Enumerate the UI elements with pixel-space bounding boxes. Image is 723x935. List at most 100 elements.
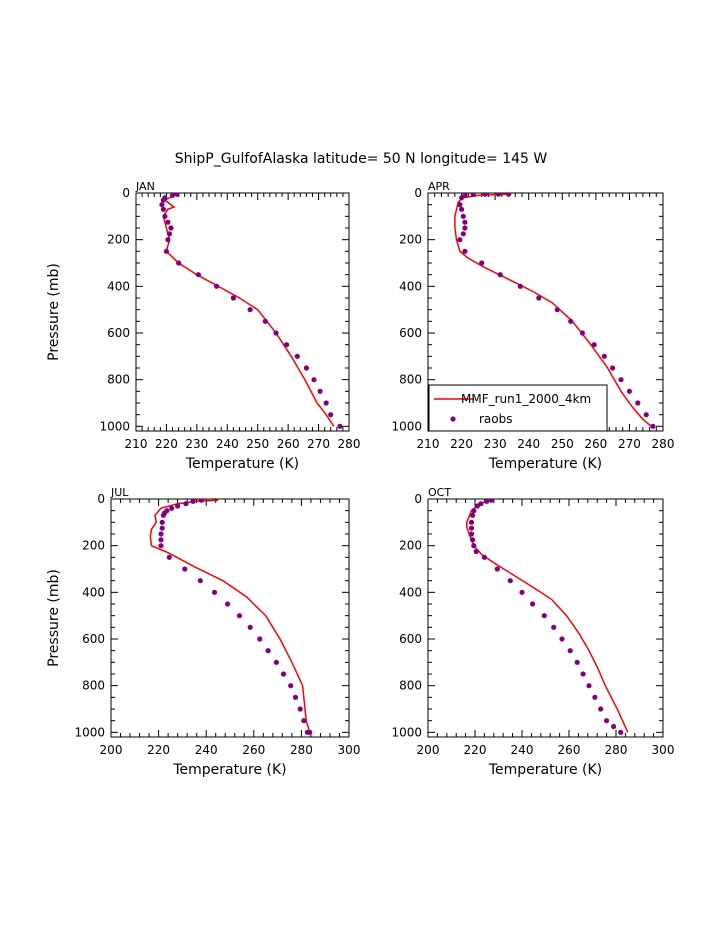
x-tick-label: 250	[551, 437, 574, 451]
raobs-point	[182, 566, 188, 572]
x-tick-label: 200	[417, 743, 440, 757]
raobs-point	[471, 543, 477, 549]
raobs-point	[519, 589, 525, 595]
raobs-point	[159, 202, 165, 208]
raobs-point	[586, 683, 592, 689]
x-tick-label: 280	[605, 743, 628, 757]
raobs-point	[273, 330, 279, 336]
x-tick-label: 260	[584, 437, 607, 451]
raobs-point	[176, 260, 182, 266]
raobs-point	[169, 193, 176, 198]
x-tick-label: 300	[338, 743, 361, 757]
series-group	[159, 193, 343, 429]
raobs-point	[530, 601, 536, 607]
raobs-point	[541, 613, 547, 619]
raobs-point	[294, 353, 300, 359]
raobs-point	[559, 636, 565, 642]
raobs-point	[468, 525, 475, 531]
x-tick-label: 210	[417, 437, 440, 451]
x-tick-label: 270	[307, 437, 330, 451]
raobs-point	[190, 499, 196, 504]
raobs-point	[574, 659, 580, 665]
y-tick-label: 0	[414, 186, 422, 200]
raobs-point	[307, 729, 313, 735]
raobs-point	[459, 206, 465, 212]
figure-title: ShipP_GulfofAlaska latitude= 50 N longit…	[175, 151, 548, 167]
raobs-point	[618, 729, 624, 735]
raobs-point	[165, 219, 171, 225]
raobs-point	[159, 519, 165, 525]
raobs-point	[236, 613, 243, 619]
raobs-point	[462, 225, 468, 231]
raobs-point	[598, 706, 604, 712]
raobs-point	[554, 307, 560, 313]
panel-jul: JUL 200 220 240 260 280 300 0 200 400 600 800 1000 Te…	[46, 486, 360, 778]
raobs-point	[626, 388, 633, 394]
y-tick-label: 200	[82, 539, 105, 553]
y-tick-label: 200	[107, 233, 130, 247]
raobs-point	[174, 193, 180, 197]
panel-label: OCT	[428, 486, 451, 499]
raobs-point	[265, 648, 271, 654]
raobs-point	[604, 718, 610, 724]
model-line	[466, 499, 629, 733]
raobs-point	[158, 543, 164, 549]
y-tick-label: 0	[97, 492, 105, 506]
x-tick-label: 220	[450, 437, 473, 451]
raobs-point	[601, 353, 607, 359]
raobs-point	[470, 193, 476, 197]
raobs-point	[280, 671, 287, 677]
y-tick-label: 800	[399, 679, 422, 693]
raobs-point	[257, 636, 263, 642]
x-tick-label: 260	[242, 743, 265, 757]
plot-frame	[427, 498, 664, 738]
panel-label: JAN	[135, 180, 155, 193]
raobs-point	[337, 423, 343, 429]
x-axis-label: Temperature (K)	[185, 456, 299, 472]
x-tick-label: 200	[100, 743, 123, 757]
raobs-point	[482, 193, 488, 197]
raobs-point	[323, 400, 329, 406]
x-axis-label: Temperature (K)	[172, 762, 286, 778]
raobs-point	[488, 499, 494, 503]
raobs-point	[551, 624, 557, 630]
x-tick-label: 220	[155, 437, 178, 451]
y-tick-label: 600	[82, 632, 105, 646]
raobs-point	[459, 195, 465, 201]
x-tick-label: 250	[246, 437, 269, 451]
x-tick-label: 260	[277, 437, 300, 451]
raobs-point	[495, 193, 502, 197]
raobs-point	[568, 318, 574, 324]
x-tick-label: 280	[338, 437, 361, 451]
raobs-point	[211, 589, 218, 595]
raobs-point	[160, 512, 166, 518]
raobs-point	[225, 601, 231, 607]
raobs-point	[471, 508, 477, 514]
y-tick-label: 800	[399, 373, 422, 387]
y-tick-label: 400	[107, 279, 130, 293]
raobs-point	[198, 499, 204, 503]
raobs-point	[468, 531, 475, 537]
y-tick-label: 400	[399, 279, 422, 293]
y-tick-label: 1000	[391, 419, 422, 433]
y-tick-label: 0	[122, 186, 130, 200]
y-tick-label: 1000	[99, 419, 130, 433]
raobs-point	[592, 694, 598, 700]
raobs-point	[462, 248, 468, 254]
raobs-point	[288, 683, 294, 689]
x-tick-label: 270	[618, 437, 641, 451]
raobs-point	[158, 531, 164, 537]
raobs-point	[183, 501, 189, 507]
raobs-point	[165, 237, 171, 243]
raobs-point	[474, 503, 480, 509]
raobs-point	[284, 342, 290, 348]
raobs-point	[158, 537, 164, 543]
model-line	[149, 499, 311, 733]
raobs-point	[591, 342, 597, 348]
raobs-point	[163, 248, 169, 254]
x-tick-label: 280	[290, 743, 313, 757]
x-tick-label: 280	[652, 437, 675, 451]
x-tick-label: 300	[652, 743, 675, 757]
